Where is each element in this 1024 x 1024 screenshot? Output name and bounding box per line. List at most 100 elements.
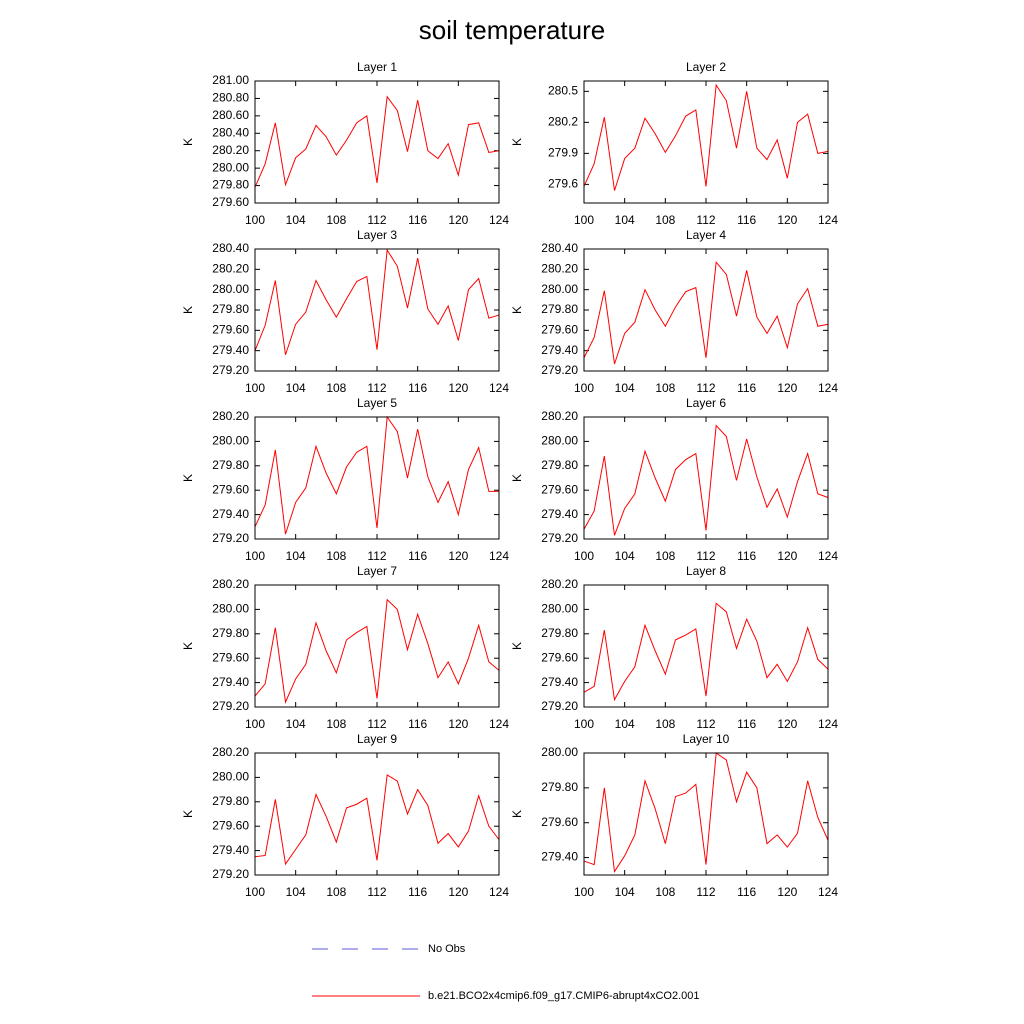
y-tick-label: 279.40 <box>541 675 578 689</box>
x-tick-label: 120 <box>448 381 468 395</box>
plot-frame <box>254 752 500 876</box>
y-tick-label: 281.00 <box>212 73 249 87</box>
x-tick-label: 120 <box>448 549 468 563</box>
x-tick-label: 112 <box>696 213 715 227</box>
x-tick-label: 124 <box>818 549 838 563</box>
x-tick-label: 104 <box>615 717 635 731</box>
x-tick-label: 112 <box>696 381 715 395</box>
y-tick-label: 279.60 <box>212 323 249 337</box>
panel-title: Layer 4 <box>686 228 726 242</box>
y-tick-label: 279.60 <box>541 650 578 664</box>
panel: Layer 10 K 279.40 279.60 279.80 280.00 100 104 1… <box>510 732 838 899</box>
y-tick-label: 279.80 <box>541 626 578 640</box>
y-tick-label: 280.20 <box>212 745 249 759</box>
y-tick-label: 279.20 <box>212 531 249 545</box>
y-tick-label: 280.00 <box>212 282 249 296</box>
y-tick-label: 279.6 <box>548 177 578 191</box>
panel-title: Layer 2 <box>686 60 726 74</box>
x-tick-label: 108 <box>326 549 346 563</box>
panel: Layer 3 K 279.20 279.40 279.60 279.80 280.00 28… <box>181 228 509 395</box>
plot-frame <box>583 80 829 204</box>
y-tick-label: 280.5 <box>548 84 578 98</box>
y-tick-label: 279.80 <box>212 626 249 640</box>
x-tick-label: 124 <box>818 717 838 731</box>
panel: Layer 9 K 279.20 279.40 279.60 279.80 280.00 28… <box>181 732 509 899</box>
x-tick-label: 100 <box>574 717 594 731</box>
y-tick-label: 279.60 <box>212 650 249 664</box>
x-tick-label: 104 <box>615 213 635 227</box>
x-tick-label: 108 <box>655 885 675 899</box>
y-tick-label: 279.20 <box>541 531 578 545</box>
x-tick-label: 112 <box>696 549 715 563</box>
panel: Layer 6 K 279.20 279.40 279.60 279.80 280.00 28… <box>510 396 838 563</box>
y-tick-label: 280.40 <box>212 125 249 139</box>
y-tick-label: 280.40 <box>212 241 249 255</box>
y-axis-label: K <box>181 138 195 146</box>
x-tick-label: 104 <box>615 549 635 563</box>
y-tick-label: 279.60 <box>541 323 578 337</box>
x-tick-label: 116 <box>737 213 756 227</box>
data-line <box>254 415 499 535</box>
y-tick-label: 279.80 <box>212 794 249 808</box>
x-tick-label: 116 <box>737 717 756 731</box>
x-tick-label: 124 <box>489 717 509 731</box>
x-tick-label: 100 <box>245 885 265 899</box>
x-tick-label: 104 <box>286 213 306 227</box>
plot-frame <box>583 248 829 372</box>
panel-title: Layer 10 <box>683 732 730 746</box>
data-line <box>583 602 829 702</box>
y-tick-label: 279.20 <box>212 867 249 881</box>
y-tick-label: 280.20 <box>541 577 578 591</box>
panel: Layer 1 K 279.60 279.80 280.00 280.20 280.40 28… <box>181 60 509 227</box>
x-tick-label: 124 <box>818 213 838 227</box>
x-tick-label: 116 <box>408 885 427 899</box>
plot-frame <box>254 80 500 204</box>
y-tick-label: 280.00 <box>212 160 249 174</box>
x-tick-label: 100 <box>574 381 594 395</box>
x-tick-label: 116 <box>408 213 427 227</box>
y-tick-label: 279.80 <box>541 302 578 316</box>
y-tick-label: 279.80 <box>212 458 249 472</box>
y-tick-label: 279.40 <box>541 850 578 864</box>
panel: Layer 4 K 279.20 279.40 279.60 279.80 280.00 28… <box>510 228 838 395</box>
x-tick-label: 108 <box>655 717 675 731</box>
plot-frame <box>254 416 500 540</box>
panel-title: Layer 8 <box>686 564 726 578</box>
y-axis-label: K <box>181 474 195 482</box>
x-tick-label: 124 <box>489 213 509 227</box>
y-tick-label: 279.80 <box>541 780 578 794</box>
x-tick-label: 104 <box>286 381 306 395</box>
x-tick-label: 100 <box>245 717 265 731</box>
y-tick-label: 279.60 <box>212 818 249 832</box>
x-tick-label: 108 <box>655 549 675 563</box>
y-tick-label: 280.00 <box>212 770 249 784</box>
x-tick-label: 120 <box>777 381 797 395</box>
x-tick-label: 120 <box>448 885 468 899</box>
x-tick-label: 120 <box>448 213 468 227</box>
y-tick-label: 280.00 <box>541 745 578 759</box>
y-tick-label: 279.20 <box>212 699 249 713</box>
x-tick-label: 108 <box>326 381 346 395</box>
panel: Layer 2 K 279.6 279.9 280.2 280.5 100 104 108 112… <box>510 60 838 227</box>
y-tick-label: 279.80 <box>541 458 578 472</box>
y-tick-label: 280.00 <box>541 282 578 296</box>
x-tick-label: 112 <box>367 549 386 563</box>
x-tick-label: 124 <box>489 381 509 395</box>
x-tick-label: 112 <box>367 213 386 227</box>
data-line <box>583 424 829 536</box>
x-tick-label: 100 <box>245 213 265 227</box>
y-tick-label: 279.20 <box>541 699 578 713</box>
x-tick-label: 100 <box>245 381 265 395</box>
y-axis-label: K <box>510 642 524 650</box>
y-axis-label: K <box>181 810 195 818</box>
data-line <box>583 260 829 365</box>
y-tick-label: 280.20 <box>541 262 578 276</box>
y-tick-label: 280.00 <box>212 602 249 616</box>
y-axis-label: K <box>510 306 524 314</box>
panel-title: Layer 5 <box>357 396 397 410</box>
y-tick-label: 279.20 <box>212 363 249 377</box>
x-tick-label: 108 <box>655 381 675 395</box>
x-tick-label: 116 <box>737 381 756 395</box>
x-tick-label: 120 <box>777 885 797 899</box>
